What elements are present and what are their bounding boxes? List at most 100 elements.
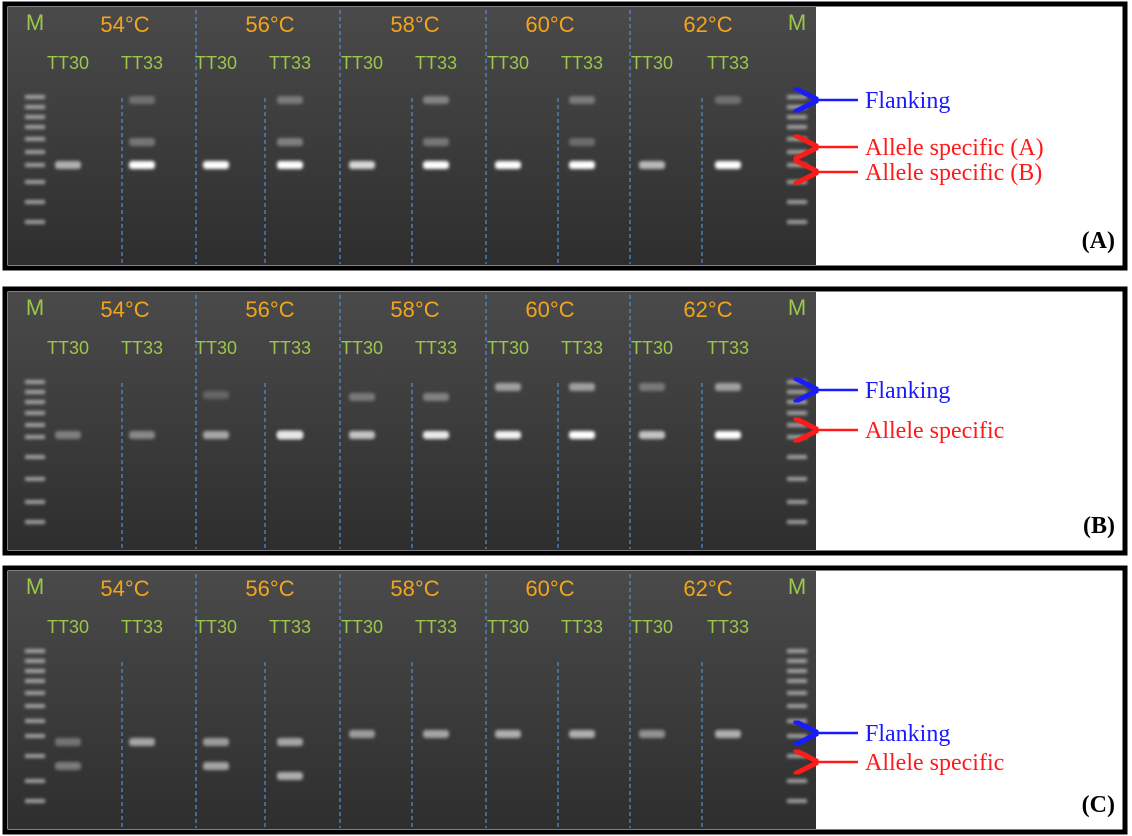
dna-band — [495, 431, 521, 439]
ladder-band — [25, 679, 45, 683]
ladder-band — [25, 411, 45, 415]
ladder-band — [25, 520, 45, 524]
dna-band — [277, 96, 303, 104]
dna-band — [495, 161, 521, 169]
dna-band — [495, 383, 521, 391]
ladder-band — [25, 719, 45, 723]
annotation-text: Allele specific — [865, 418, 1004, 444]
ladder-band — [25, 115, 45, 119]
lane-label: TT30 — [487, 53, 529, 73]
dna-band — [203, 762, 229, 770]
ladder-band — [787, 435, 807, 439]
ladder-band — [787, 477, 807, 481]
lane-label: TT30 — [47, 338, 89, 358]
lane-label: TT33 — [269, 338, 311, 358]
lane-label: TT30 — [47, 617, 89, 637]
dna-band — [129, 138, 155, 146]
dna-band — [639, 161, 665, 169]
ladder-band — [787, 754, 807, 758]
ladder-band — [25, 163, 45, 167]
dna-band — [277, 138, 303, 146]
lane-label: TT33 — [121, 617, 163, 637]
ladder-band — [787, 115, 807, 119]
ladder-band — [25, 220, 45, 224]
ladder-band — [25, 390, 45, 394]
dna-band — [129, 431, 155, 439]
ladder-band — [787, 423, 807, 427]
lane-label: TT30 — [47, 53, 89, 73]
lane-label: TT30 — [195, 338, 237, 358]
ladder-band — [787, 779, 807, 783]
dna-band — [569, 96, 595, 104]
ladder-band — [787, 380, 807, 384]
lane-label: TT33 — [269, 53, 311, 73]
ladder-band — [787, 649, 807, 653]
panel-label: (C) — [1082, 792, 1115, 818]
ladder-band — [787, 719, 807, 723]
dna-band — [203, 738, 229, 746]
ladder-band — [787, 200, 807, 204]
temperature-label: 62°C — [683, 12, 732, 37]
ladder-band — [25, 455, 45, 459]
temperature-label: 60°C — [525, 297, 574, 322]
dna-band — [715, 161, 741, 169]
ladder-band — [787, 180, 807, 184]
dna-band — [569, 730, 595, 738]
lane-label: TT33 — [269, 617, 311, 637]
ladder-band — [787, 734, 807, 738]
ladder-band — [787, 150, 807, 154]
marker-label: M — [788, 295, 806, 320]
annotation-text: Flanking — [865, 378, 950, 404]
ladder-band — [787, 400, 807, 404]
lane-label: TT33 — [561, 338, 603, 358]
temperature-label: 58°C — [390, 297, 439, 322]
ladder-band — [787, 679, 807, 683]
ladder-band — [25, 799, 45, 803]
annotation-text: Allele specific (B) — [865, 160, 1042, 186]
dna-band — [55, 738, 81, 746]
temperature-label: 54°C — [100, 297, 149, 322]
lane-label: TT33 — [707, 617, 749, 637]
dna-band — [569, 431, 595, 439]
dna-band — [423, 730, 449, 738]
dna-band — [423, 393, 449, 401]
ladder-band — [787, 390, 807, 394]
dna-band — [569, 138, 595, 146]
ladder-band — [787, 500, 807, 504]
dna-band — [715, 96, 741, 104]
dna-band — [277, 738, 303, 746]
temperature-label: 58°C — [390, 576, 439, 601]
ladder-band — [787, 455, 807, 459]
ladder-band — [787, 95, 807, 99]
lane-label: TT33 — [707, 338, 749, 358]
annotation-text: Flanking — [865, 721, 950, 747]
lane-label: TT33 — [415, 338, 457, 358]
ladder-band — [787, 411, 807, 415]
temperature-label: 60°C — [525, 576, 574, 601]
marker-label: M — [26, 574, 44, 599]
annotation-text: Flanking — [865, 88, 950, 114]
dna-band — [203, 391, 229, 399]
temperature-label: 54°C — [100, 576, 149, 601]
dna-band — [423, 431, 449, 439]
dna-band — [715, 730, 741, 738]
ladder-band — [787, 137, 807, 141]
lane-label: TT30 — [341, 338, 383, 358]
marker-label: M — [26, 295, 44, 320]
dna-band — [203, 431, 229, 439]
ladder-band — [25, 704, 45, 708]
dna-band — [277, 431, 303, 439]
dna-band — [203, 161, 229, 169]
annotation-text: Allele specific — [865, 750, 1004, 776]
figure: MM54°C56°C58°C60°C62°CTT30TT33TT30TT33TT… — [0, 0, 1132, 836]
dna-band — [55, 431, 81, 439]
ladder-band — [787, 704, 807, 708]
dna-band — [639, 383, 665, 391]
dna-band — [349, 431, 375, 439]
ladder-band — [25, 669, 45, 673]
ladder-band — [25, 649, 45, 653]
ladder-band — [25, 400, 45, 404]
dna-band — [349, 161, 375, 169]
